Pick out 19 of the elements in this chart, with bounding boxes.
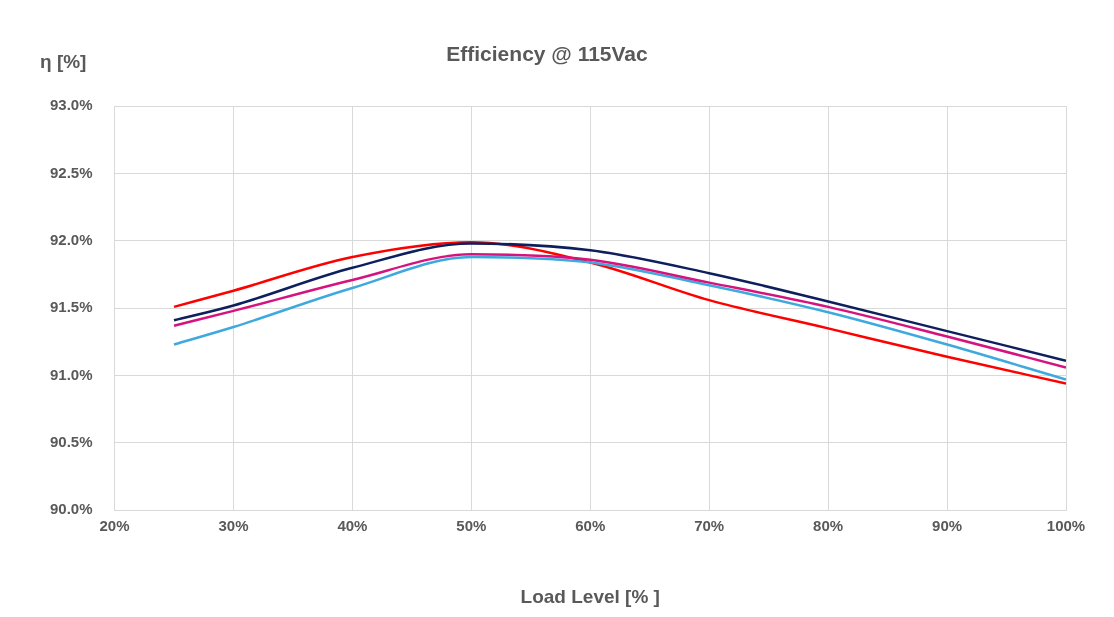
y-tick-label: 92.5% <box>49 163 93 181</box>
x-tick-label: 40% <box>337 517 368 535</box>
y-tick-label: 91.5% <box>49 298 93 316</box>
x-tick-label: 20% <box>99 517 130 535</box>
y-tick-label: 91.0% <box>49 365 93 383</box>
x-tick-label: 70% <box>694 517 725 535</box>
y-tick-label: 92.0% <box>49 231 93 249</box>
chart-title: Efficiency @ 115Vac <box>446 42 649 66</box>
x-tick-label: 80% <box>813 517 844 535</box>
y-tick-label: 93.0% <box>49 96 93 114</box>
y-tick-label: 90.5% <box>49 433 93 451</box>
x-tick-label: 60% <box>575 517 606 535</box>
x-tick-label: 50% <box>456 517 487 535</box>
y-tick-label: 90.0% <box>49 500 93 518</box>
x-tick-label: 100% <box>1046 517 1086 535</box>
x-tick-label: 90% <box>932 517 963 535</box>
x-axis-title: Load Level [% ] <box>520 585 660 607</box>
y-axis-title: η [%] <box>40 51 87 73</box>
x-tick-label: 30% <box>218 517 249 535</box>
